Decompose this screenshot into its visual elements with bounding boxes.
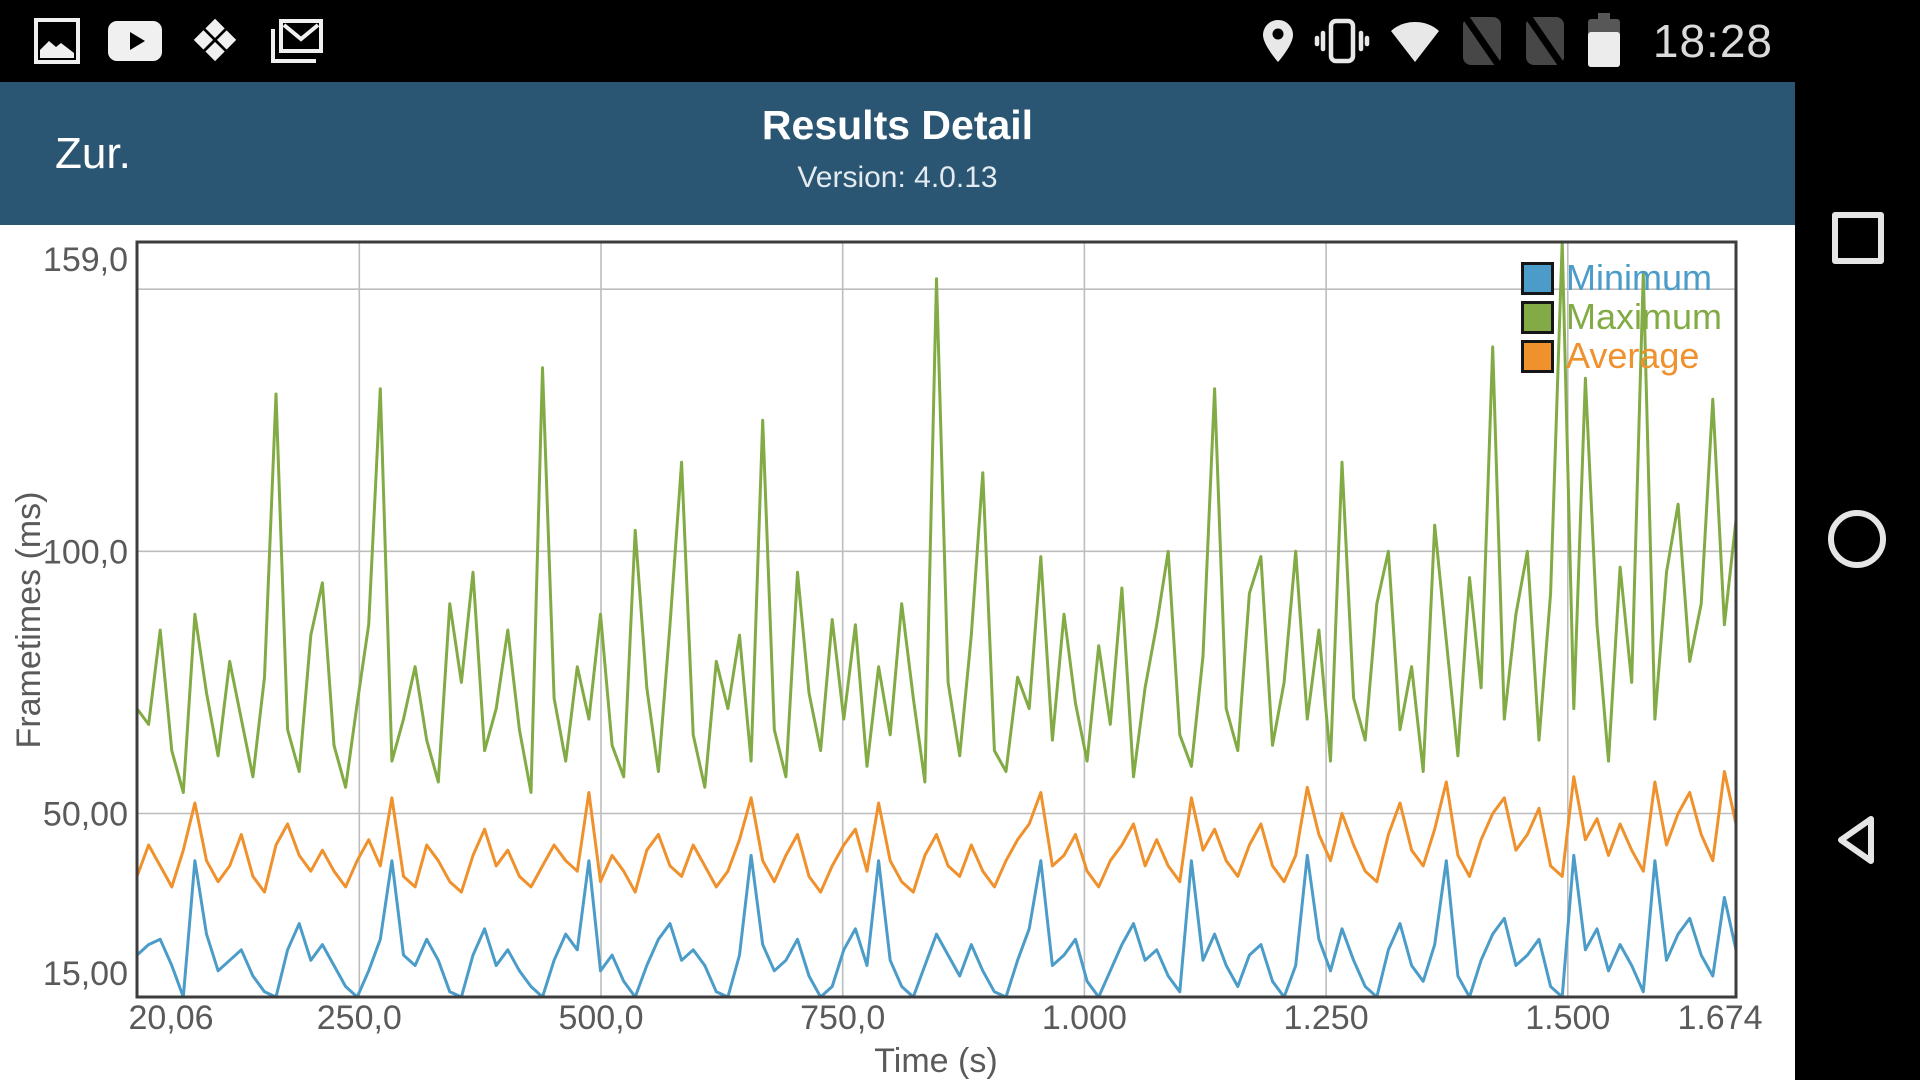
- legend-label-average: Average: [1566, 335, 1700, 376]
- svg-text:1.674: 1.674: [1677, 999, 1762, 1037]
- svg-text:750,0: 750,0: [800, 999, 885, 1037]
- no-sim-icon: [1522, 14, 1567, 68]
- home-button[interactable]: [1828, 510, 1886, 568]
- svg-text:Time (s): Time (s): [874, 1042, 997, 1080]
- gmail-icon: [268, 17, 326, 65]
- status-bar-system-icons: 18:28: [1261, 0, 1773, 82]
- legend-item-average: Average: [1521, 338, 1722, 374]
- legend-label-minimum: Minimum: [1566, 257, 1713, 298]
- svg-text:1.250: 1.250: [1284, 999, 1369, 1037]
- legend-label-maximum: Maximum: [1566, 296, 1723, 337]
- back-button[interactable]: Zur.: [55, 128, 131, 178]
- no-sim-icon: [1459, 14, 1504, 68]
- svg-text:100,0: 100,0: [43, 533, 128, 571]
- chart-legend: Minimum Maximum Average: [1521, 260, 1722, 374]
- legend-swatch-average: [1521, 339, 1554, 373]
- status-bar: ❖: [0, 0, 1920, 82]
- gallery-icon: [33, 17, 81, 65]
- back-nav-button[interactable]: [1829, 812, 1885, 868]
- legend-swatch-maximum: [1521, 300, 1554, 334]
- svg-text:20,06: 20,06: [128, 999, 213, 1037]
- svg-text:50,00: 50,00: [43, 795, 128, 833]
- legend-item-minimum: Minimum: [1521, 260, 1722, 296]
- version-label: Version: 4.0.13: [797, 161, 998, 194]
- results-chart-panel: 20,06 250,0 500,0 750,0 1.000 1.250 1.500 1.674…: [0, 225, 1795, 1080]
- youtube-icon: [108, 21, 162, 61]
- battery-icon: [1586, 13, 1622, 69]
- frametimes-chart: 20,06 250,0 500,0 750,0 1.000 1.250 1.500 1.674…: [10, 240, 1763, 1080]
- svg-text:Frametimes (ms): Frametimes (ms): [10, 492, 48, 749]
- svg-text:159,0: 159,0: [43, 241, 128, 279]
- location-icon: [1261, 18, 1295, 64]
- android-navigation-bar: [1795, 0, 1920, 1080]
- page-title: Results Detail: [761, 102, 1034, 148]
- status-bar-notification-icons: ❖: [33, 0, 326, 82]
- wifi-icon: [1389, 19, 1441, 63]
- header-title-block: Results Detail Version: 4.0.13: [0, 102, 1795, 195]
- legend-swatch-minimum: [1521, 261, 1554, 295]
- app-header: Zur. Results Detail Version: 4.0.13: [0, 82, 1795, 225]
- svg-text:15,00: 15,00: [43, 955, 128, 993]
- svg-text:1.000: 1.000: [1042, 999, 1127, 1037]
- vibrate-icon: [1314, 18, 1370, 64]
- svg-text:250,0: 250,0: [317, 999, 402, 1037]
- legend-item-maximum: Maximum: [1521, 299, 1722, 335]
- recents-button[interactable]: [1832, 212, 1884, 264]
- status-bar-clock: 18:28: [1652, 15, 1773, 67]
- dropbox-icon: ❖: [189, 7, 241, 75]
- svg-text:500,0: 500,0: [558, 999, 643, 1037]
- svg-text:1.500: 1.500: [1525, 999, 1610, 1037]
